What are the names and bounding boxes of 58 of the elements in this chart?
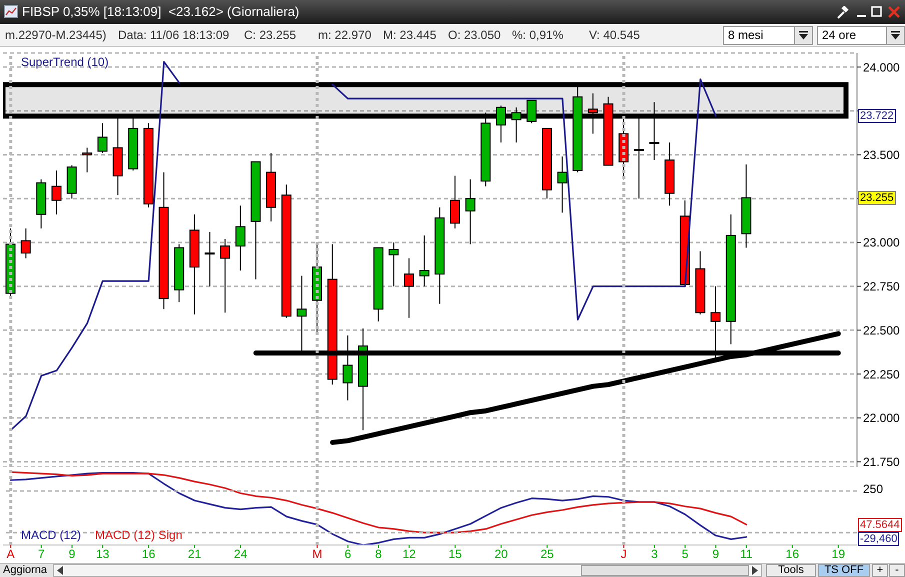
y-tick-label: 24.000 [863,60,900,74]
annotation: -29,460 [858,532,900,546]
y-tick-label: 22.000 [863,411,900,426]
x-tick-label: 8 [375,547,382,561]
text: 250 [863,482,884,496]
candlestick [649,102,660,160]
x-tick-label: J [620,547,627,561]
button: - [889,564,905,577]
text: Aggiorna [3,563,48,577]
x-tick-label: 9 [712,547,720,561]
y-tick-label: 23.500 [863,148,900,162]
x-tick-label: 16 [786,547,800,561]
y-tick-label: 22.750 [863,280,900,294]
y-tick-label: 23.000 [863,236,900,250]
y-tick-label: 21.750 [863,454,900,469]
annotation: 47.5644 [858,518,902,532]
x-tick-label: 12 [402,547,416,561]
text: MACD (12) [21,528,82,542]
candlestick [634,116,644,199]
x-tick-label: 19 [832,547,846,561]
x-tick-label: M [312,547,322,561]
title-bar: FIBSP 0,35% [18:13:09] <23.162> (Giornaliera) [0,0,905,24]
text: MACD (12) Sign [95,528,182,542]
x-tick-label: 13 [96,547,110,561]
button: + [872,564,888,577]
text: O: 23.050 [448,27,501,44]
text: m: 22.970 [318,27,372,44]
text: Data: 11/06 18:13:09 [118,27,230,44]
text: SuperTrend (10) [21,55,109,69]
chart-title: FIBSP 0,35% [18:13:09] <23.162> (Giornaliera) [22,3,300,21]
x-tick-label: 11 [740,547,753,561]
x-tick-label: 20 [494,547,508,561]
x-tick-label: A [6,547,15,561]
x-tick-label: 7 [38,547,45,561]
x-tick-label: 25 [540,547,554,561]
dropdown: 24 ore [817,26,905,45]
annotation: 23.255 [858,190,896,205]
y-tick-label: 22.250 [863,367,900,382]
text: V: 40.545 [589,27,640,44]
x-tick-label: 16 [142,547,156,561]
x-tick-label: 6 [344,547,352,561]
text: m.22970-M.23445) [5,27,106,44]
x-tick-label: 15 [448,547,462,561]
candlestick [204,232,215,286]
x-tick-label: 9 [68,547,76,561]
y-tick-label: 22.500 [863,323,900,338]
dropdown: 8 mesi [723,26,813,45]
x-tick-label: 5 [682,547,689,561]
text: %: 0,91% [512,27,564,44]
x-tick-label: 21 [188,547,202,561]
x-tick-label: 3 [651,547,658,561]
text: M: 23.445 [383,27,436,44]
button: TS OFF [818,564,870,577]
candlestick [82,148,92,172]
button: Tools [766,564,816,577]
x-tick-label: 24 [234,547,248,561]
annotation: 23.722 [858,108,896,123]
text: C: 23.255 [244,27,296,44]
